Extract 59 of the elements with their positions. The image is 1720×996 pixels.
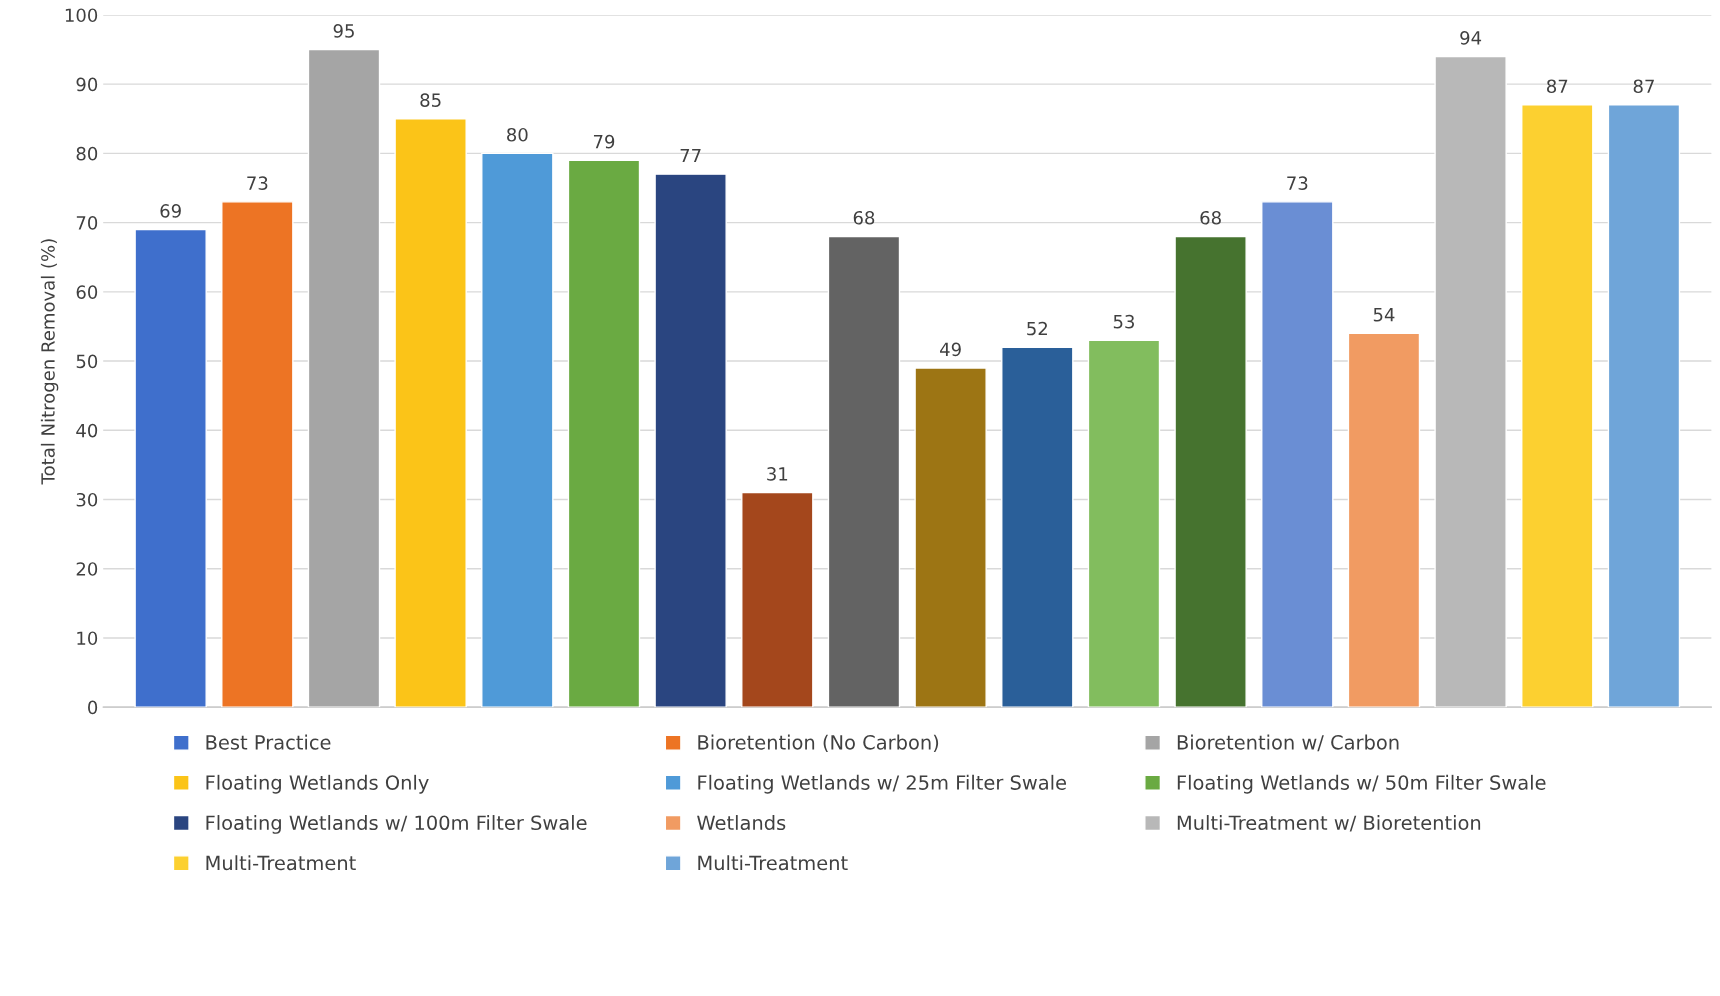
bar (827, 235, 901, 708)
y-tick-label: 90 (76, 77, 98, 92)
legend-label: Floating Wetlands Only (206, 774, 429, 794)
bar (481, 152, 554, 708)
y-tick-label: 80 (76, 146, 98, 161)
data-label: 80 (507, 127, 528, 142)
data-label: 68 (1200, 210, 1221, 225)
bar (1347, 332, 1421, 708)
bar (914, 367, 987, 708)
y-tick-label: 40 (76, 423, 98, 438)
data-label: 31 (767, 467, 788, 481)
bar (1087, 339, 1161, 708)
data-label: 53 (1113, 314, 1134, 329)
data-label: 95 (333, 24, 354, 38)
data-label: 54 (1373, 308, 1395, 322)
bar (567, 159, 641, 708)
y-tick-label: 70 (76, 216, 98, 230)
data-label: 87 (1633, 79, 1654, 94)
y-axis-title: Total Nitrogen Removal (%) (40, 239, 59, 485)
bar (1434, 55, 1507, 708)
legend-label: Best Practice (206, 734, 331, 750)
bar (307, 48, 381, 708)
y-tick-label: 100 (65, 8, 98, 23)
y-tick-label: 60 (76, 285, 98, 299)
legend-label: Multi-Treatment (206, 855, 356, 871)
y-tick-label: 0 (88, 700, 98, 715)
data-label: 77 (680, 148, 701, 163)
legend-label: Floating Wetlands w/ 100m Filter Swale (206, 815, 587, 834)
bar (1174, 235, 1247, 708)
data-label: 49 (940, 342, 961, 357)
y-tick-label: 10 (77, 631, 98, 646)
data-label: 73 (247, 176, 268, 191)
legend-label: Floating Wetlands w/ 25m Filter Swale (698, 774, 1067, 794)
bar (394, 118, 467, 708)
legend-label: Bioretention (No Carbon) (698, 734, 939, 752)
y-tick-label: 20 (76, 562, 98, 576)
data-label: 52 (1027, 321, 1047, 336)
legend-label: Bioretention w/ Carbon (1177, 734, 1399, 752)
bar (221, 201, 294, 708)
y-tick-label: 30 (76, 492, 98, 507)
legend-label: Floating Wetlands w/ 50m Filter Swale (1177, 774, 1546, 794)
data-label: 79 (593, 134, 615, 149)
bar (1521, 104, 1594, 708)
data-label: 73 (1287, 176, 1308, 191)
bar (741, 491, 814, 708)
data-label: 94 (1460, 30, 1482, 45)
legend-label: Wetlands (697, 815, 786, 831)
bar (654, 173, 727, 708)
bar (1607, 104, 1681, 708)
data-label: 87 (1547, 79, 1568, 94)
data-label: 69 (160, 204, 181, 218)
bar (1261, 201, 1334, 708)
data-label: 68 (853, 210, 875, 225)
y-tick-label: 50 (76, 354, 98, 369)
bar (1001, 346, 1074, 708)
legend-label: Multi-Treatment (698, 855, 848, 871)
legend-label: Multi-Treatment w/ Bioretention (1177, 815, 1481, 832)
bar (134, 228, 207, 708)
data-label: 85 (420, 93, 441, 107)
